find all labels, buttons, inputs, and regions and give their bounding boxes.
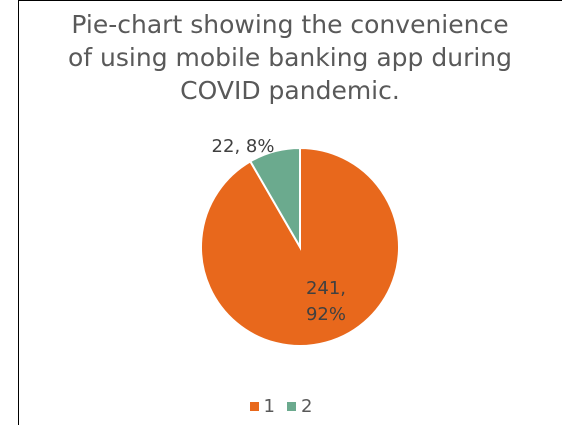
data-label-2: 22, 8%: [212, 136, 275, 157]
chart-legend: 1 2: [0, 396, 562, 417]
data-label-1-line-1: 241,: [306, 278, 346, 299]
chart-title: Pie-chart showing the convenience of usi…: [20, 8, 560, 107]
pie-slice-2: [248, 146, 301, 251]
chart-title-line-2: of using mobile banking app during: [67, 43, 513, 72]
chart-border-top: [18, 0, 562, 1]
chart-border-left: [18, 0, 19, 425]
chart-title-line-1: Pie-chart showing the convenience: [71, 10, 509, 39]
legend-swatch-2: [287, 402, 296, 411]
legend-swatch-1: [249, 402, 259, 411]
legend-label-1: 1: [263, 396, 275, 417]
chart-title-line-3: COVID pandemic.: [180, 76, 400, 105]
data-label-1-line-2: 92%: [306, 304, 346, 325]
legend-label-2: 2: [301, 396, 313, 417]
legend-item-1: 1: [249, 396, 275, 417]
legend-item-2: 2: [287, 396, 312, 417]
